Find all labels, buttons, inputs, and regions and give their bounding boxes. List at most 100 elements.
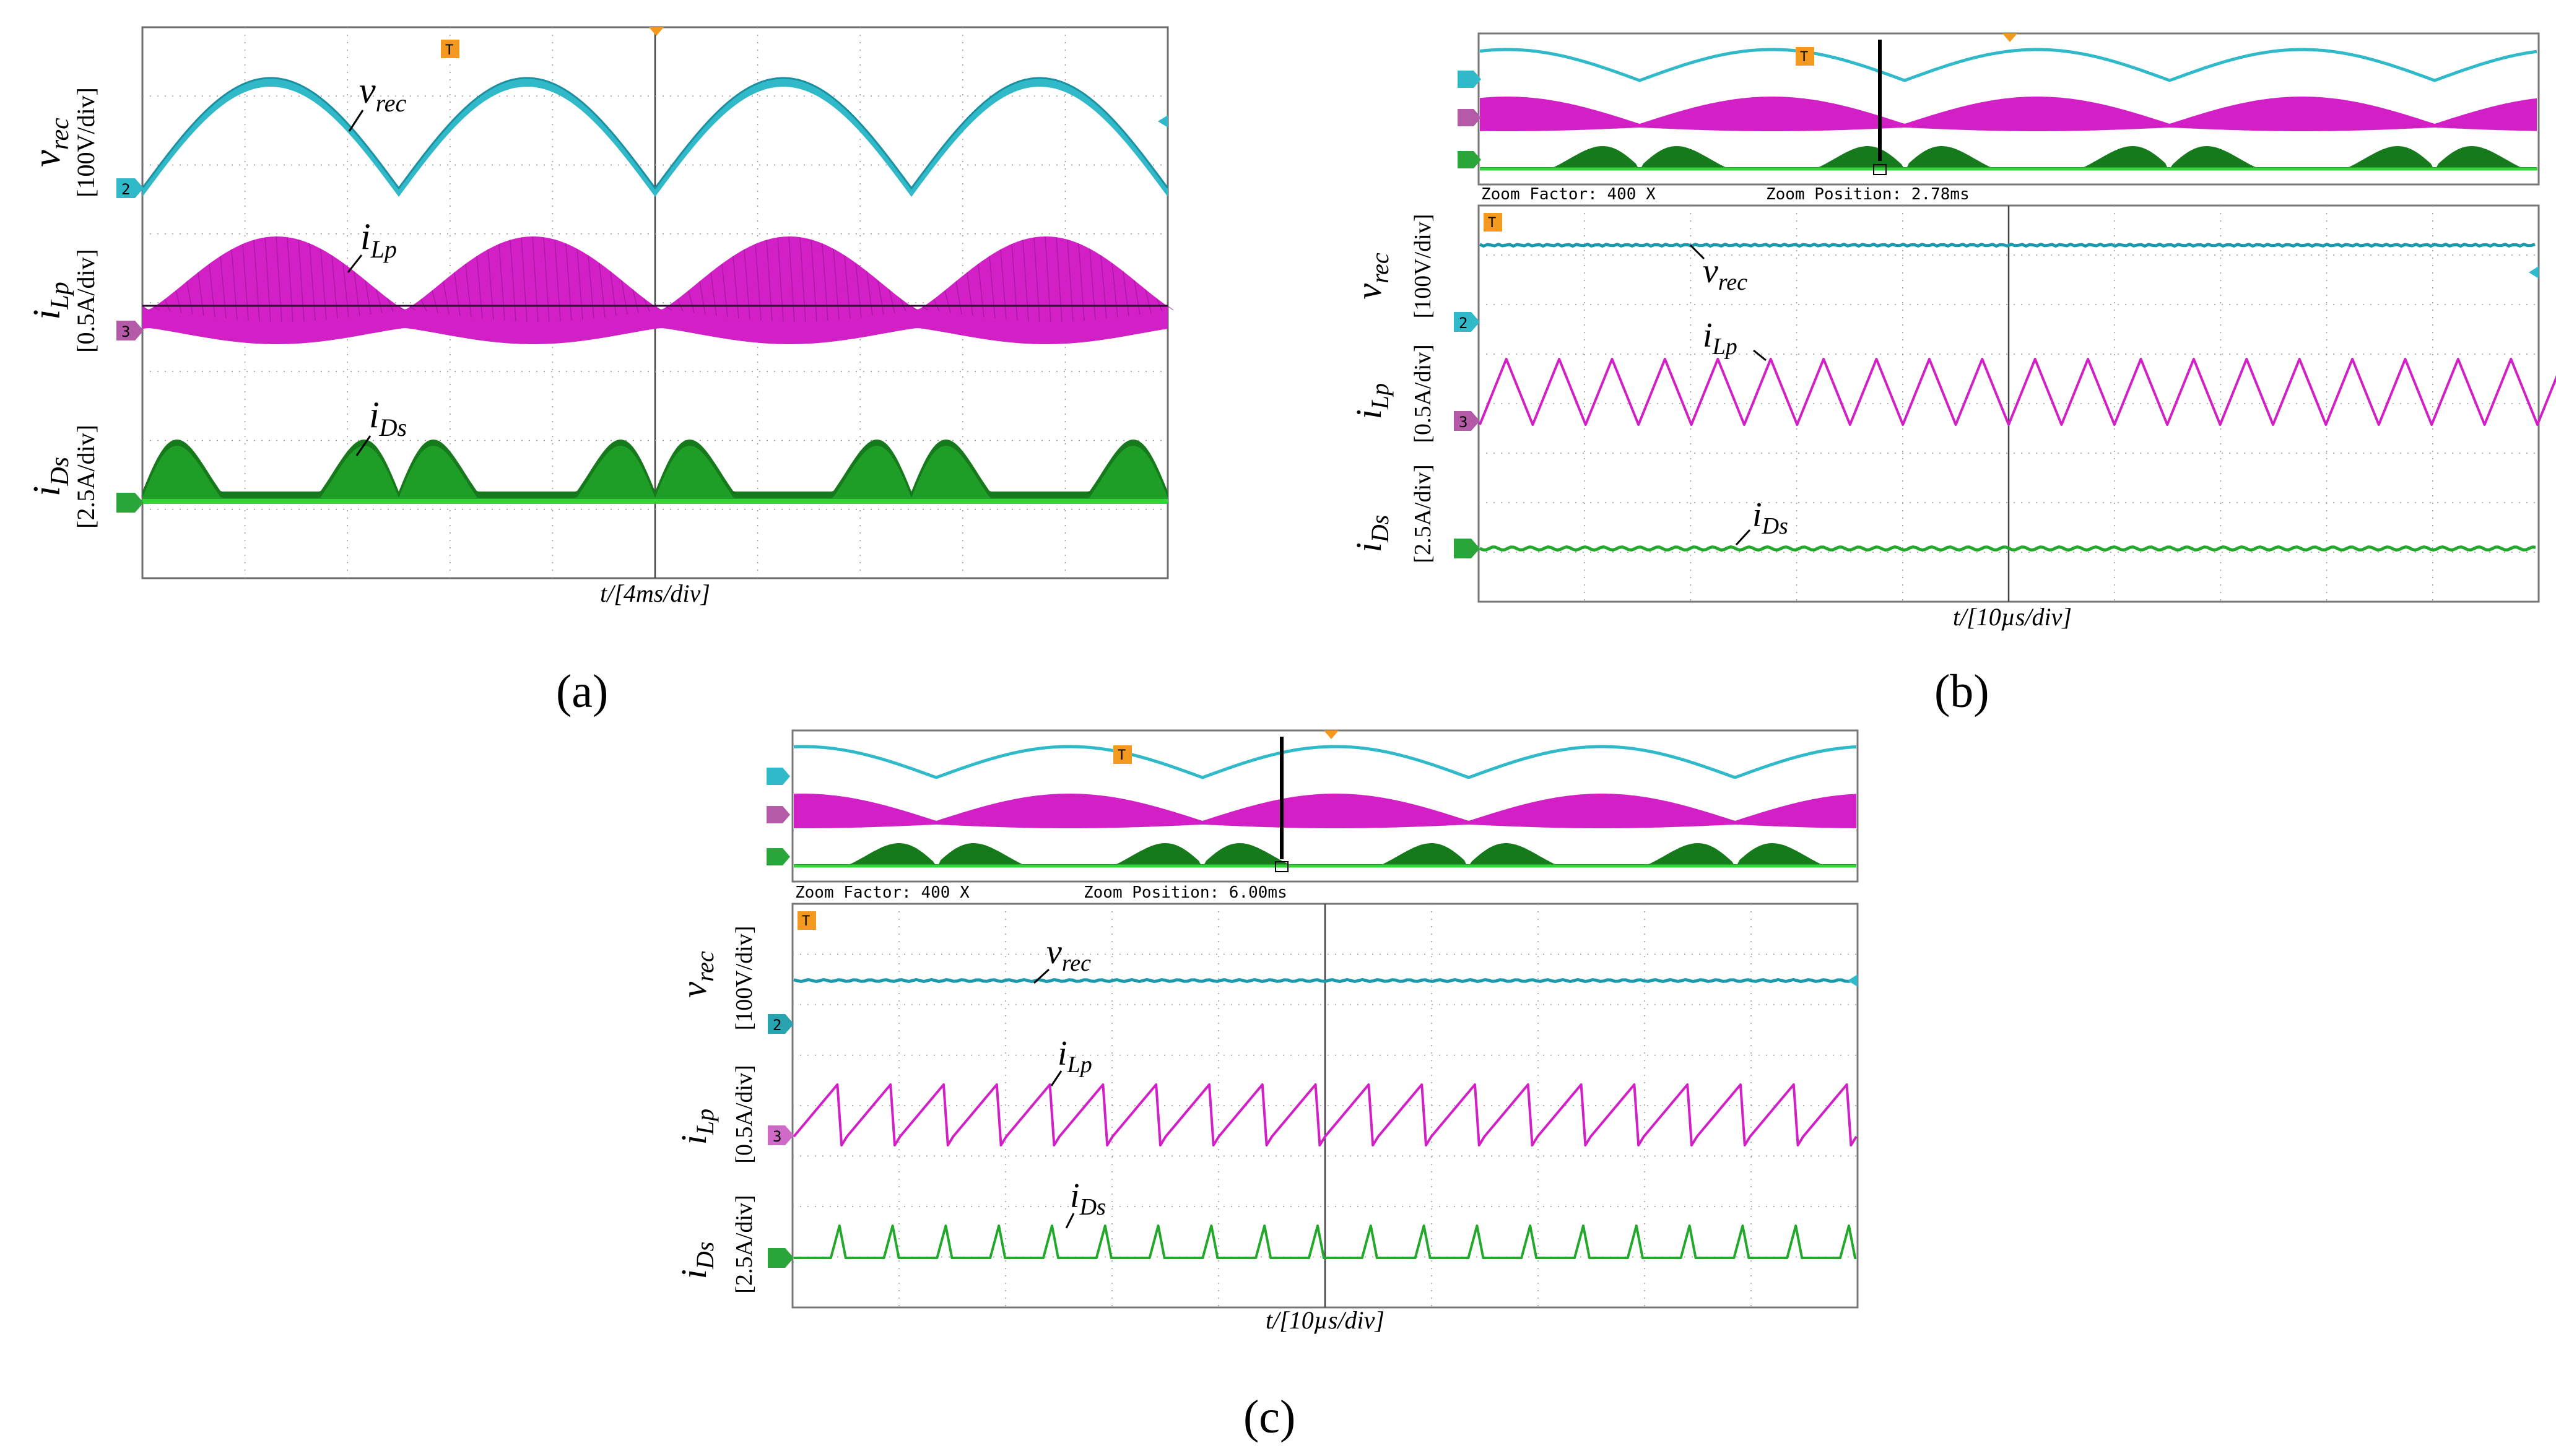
panel-a-chart: 2 3 T vrec iLp iDs vrec [100V/div] iLp [… [26,26,1174,607]
i-lp-ripple [955,281,962,314]
scope-grid [1479,206,2539,602]
svg-text:vrec: vrec [26,118,74,167]
svg-text:vrec: vrec [674,951,719,998]
svg-text:vrec: vrec [1046,933,1091,976]
panel-c-chart: T Zoom Factor: 400 X Zoom Position: 6.00… [674,729,1859,1334]
i-lp-ripple [175,290,182,313]
i-ds-trace [794,1224,1856,1259]
i-lp-ripple [365,280,372,315]
i-lp-ripple [866,271,873,316]
waveforms [1479,243,2556,552]
ovw-ch-ds-marker [1458,151,1481,168]
panel-b-chart: T Zoom Factor: 400 X Zoom Position: 2.78… [1349,32,2556,631]
i-ds-fill [142,446,1168,504]
i-lp-ripple [855,262,862,318]
i-lp-ripple [1011,243,1018,321]
label-v-rec: vrec [1033,933,1091,984]
svg-text:iLp: iLp [1349,383,1394,419]
i-lp-ripple [1000,249,1007,320]
i-lp-ripple [532,236,539,323]
axis-label-i-ds: iDs [674,1242,719,1280]
v-rec-trace [1479,243,2536,248]
zoom-factor: Zoom Factor: 400 X [1481,185,1656,204]
svg-text:iLp: iLp [1703,316,1737,360]
main-trigger: T [798,911,816,930]
i-lp-ripple [209,264,215,318]
svg-text:vrec: vrec [359,70,406,117]
i-lp-ripple [777,237,784,322]
i-lp-ripple [922,306,929,311]
axis-label-i-ds: iDs [1349,515,1394,553]
zoom-position: Zoom Position: 6.00ms [1084,883,1287,902]
zoom-position: Zoom Position: 2.78ms [1766,185,1970,204]
overview-waveforms [793,745,1857,868]
label-i-ds: iDs [355,394,407,456]
label-v-rec: vrec [348,70,406,132]
i-lp-ripple [1033,237,1040,322]
ch2-marker: 2 [116,178,144,198]
svg-text:[100V/div]: [100V/div] [1410,214,1436,319]
i-lp-ripple [799,237,806,322]
caption-b: (b) [1934,665,1989,717]
i-lp-envelope [142,236,1168,344]
i-lp-ripple [1022,240,1029,322]
i-lp-ripple [1067,239,1074,322]
svg-text:iDs: iDs [26,457,74,496]
i-lp-ripple [309,243,316,321]
label-i-lp: iLp [347,216,397,273]
axis-label-v-rec: vrec [1349,253,1394,300]
ch3-marker: 3 [1454,411,1480,431]
i-lp-ripple [498,243,505,321]
ref-arrow [1158,115,1168,128]
i-lp-trace [793,1083,1858,1146]
i-lp-ripple [220,256,227,319]
svg-text:2: 2 [1459,314,1467,332]
i-lp-ripple [989,256,996,319]
svg-text:[0.5A/div]: [0.5A/div] [1410,344,1436,443]
i-lp-ripple [287,237,293,322]
i-lp-ripple [755,243,762,321]
i-lp-ripple [1078,243,1085,321]
svg-text:2: 2 [121,181,130,198]
i-lp-ripple [588,255,594,319]
scale-label-i-ds: [2.5A/div] [1410,464,1436,563]
i-lp-ripple [521,237,528,322]
i-lp-ripple [1045,236,1051,323]
i-lp-ripple [242,243,249,321]
ovw-ch2-marker [767,768,790,785]
svg-text:vrec: vrec [1703,252,1747,295]
i-lp-trace [1479,358,2556,426]
ovw-i-lp [1480,97,2537,131]
i-lp-ripple [1111,262,1118,318]
svg-text:iDs: iDs [674,1242,719,1280]
svg-text:[2.5A/div]: [2.5A/div] [731,1195,757,1293]
ovw-v-rec [1479,48,2537,82]
ref-arrow [2529,266,2539,279]
i-lp-ripple [978,264,985,318]
svg-text:2: 2 [773,1016,781,1034]
i-lp-ripple [1145,289,1152,313]
ch-ds-marker [768,1248,794,1268]
caption-a: (a) [556,665,609,717]
i-lp-ripple [298,239,305,322]
i-lp-ripple [621,280,628,315]
i-lp-ripple [610,271,617,316]
i-lp-ripple [142,306,149,311]
svg-text:T: T [1488,215,1496,231]
i-lp-ripple [666,306,672,311]
waveforms [141,77,1174,504]
ovw-ch3-marker [1458,109,1481,126]
i-lp-ripple [253,240,260,322]
i-lp-ripple [699,281,706,314]
i-lp-ripple [732,256,739,319]
time-axis-label: t/[4ms/div] [600,579,710,607]
ovw-ch2-marker [1458,71,1481,88]
ovw-ch-ds-marker [767,848,790,865]
svg-text:iLp: iLp [1058,1034,1092,1078]
overview-trigger: T [1113,730,1339,764]
ovw-i-ds [1480,146,2537,170]
i-lp-ripple [1156,298,1163,312]
i-lp-ripple [643,298,650,312]
svg-text:iDs: iDs [1070,1177,1106,1220]
ovw-i-ds [794,843,1856,867]
